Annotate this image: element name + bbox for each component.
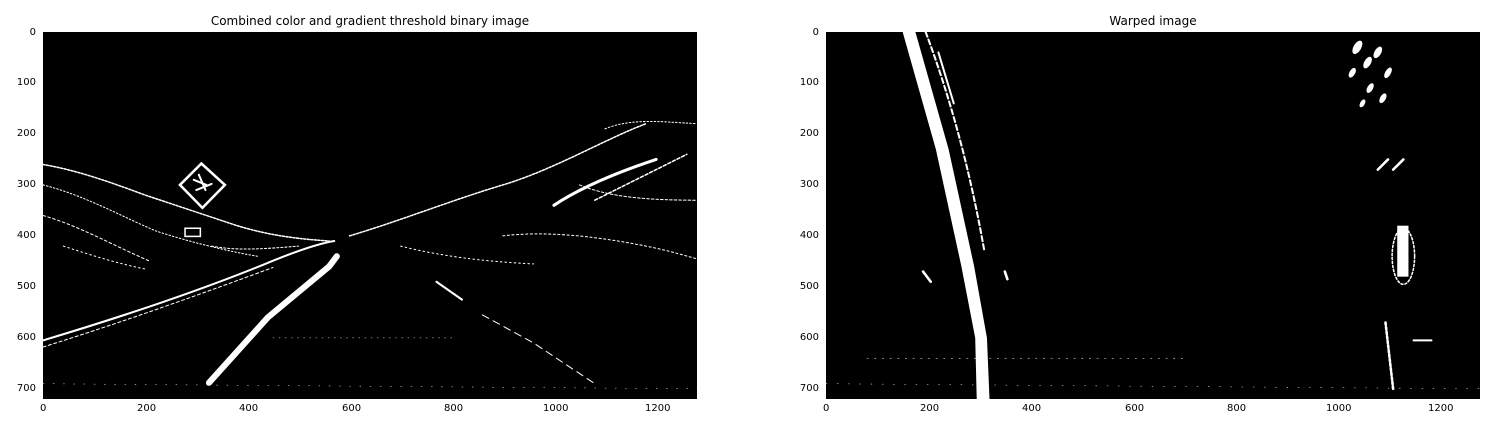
y-tick-label: 200	[16, 128, 36, 139]
y-tick-label: 400	[16, 230, 36, 241]
y-tick-label: 0	[29, 27, 36, 38]
x-tick-label: 600	[1125, 403, 1145, 414]
x-tick-label: 1000	[1326, 403, 1352, 414]
warped-image-panel: Warped image	[744, 0, 1488, 429]
y-tick-label: 200	[799, 128, 819, 139]
x-tick-label: 200	[137, 403, 157, 414]
y-tick-label: 600	[799, 332, 819, 343]
y-tick-label: 0	[812, 27, 819, 38]
panel-title: Combined color and gradient threshold bi…	[210, 14, 530, 28]
panel-title: Warped image	[1109, 14, 1197, 28]
warped-image	[826, 32, 1480, 399]
y-tick-label: 300	[16, 179, 36, 190]
y-tick-label: 700	[16, 383, 36, 394]
x-tick-label: 400	[239, 403, 259, 414]
x-tick-label: 0	[823, 403, 830, 414]
binary-image-panel: Combined color and gradient threshold bi…	[16, 14, 697, 414]
x-tick-label: 0	[40, 403, 47, 414]
y-tick-label: 500	[799, 281, 819, 292]
y-tick-label: 700	[799, 383, 819, 394]
x-tick-label: 800	[1227, 403, 1247, 414]
x-tick-label: 600	[342, 403, 362, 414]
x-tick-label: 1200	[1428, 403, 1454, 414]
y-tick-label: 400	[799, 230, 819, 241]
y-tick-label: 500	[16, 281, 36, 292]
x-tick-label: 1200	[645, 403, 671, 414]
y-tick-label: 100	[799, 77, 819, 88]
y-tick-label: 600	[16, 332, 36, 343]
y-tick-label: 100	[16, 77, 36, 88]
x-tick-label: 1000	[543, 403, 569, 414]
y-tick-label: 300	[799, 179, 819, 190]
x-tick-label: 800	[444, 403, 464, 414]
x-tick-label: 200	[920, 403, 940, 414]
x-tick-label: 400	[1022, 403, 1042, 414]
binary-image	[43, 32, 697, 399]
